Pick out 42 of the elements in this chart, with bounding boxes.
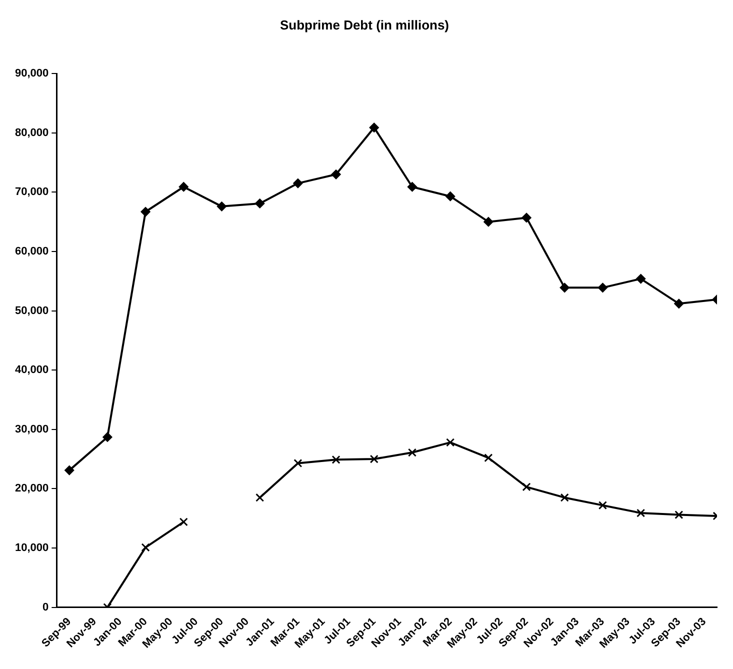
point (140, 207, 150, 217)
y-tick-label: 40,000 (14, 364, 49, 376)
point (598, 282, 608, 292)
point (522, 482, 531, 492)
point (294, 458, 302, 468)
point (331, 170, 341, 180)
point (255, 198, 265, 208)
point (369, 122, 379, 132)
point (636, 508, 646, 518)
point (256, 493, 264, 502)
point (332, 455, 340, 464)
point (560, 493, 569, 502)
point (674, 510, 684, 520)
point (408, 448, 417, 457)
y-tick-label: 50,000 (14, 304, 49, 317)
point (216, 202, 226, 212)
y-tick-label: 20,000 (14, 482, 49, 495)
point (636, 274, 646, 284)
point (178, 182, 188, 192)
point (560, 282, 570, 292)
point (407, 182, 417, 192)
point (598, 501, 607, 510)
point (370, 454, 378, 464)
point (179, 518, 188, 526)
y-tick-label: 0 (42, 601, 49, 614)
y-tick-label: 10,000 (14, 542, 49, 554)
point (446, 192, 456, 202)
point (484, 217, 494, 227)
point (522, 212, 532, 222)
point (293, 178, 303, 188)
y-tick-label: 80,000 (14, 126, 49, 139)
point (141, 543, 150, 552)
y-tick-label: 90,000 (14, 68, 49, 80)
point (674, 298, 684, 308)
point (64, 466, 74, 476)
point (484, 454, 493, 462)
y-tick-label: 70,000 (14, 186, 49, 198)
point (446, 438, 455, 447)
point (102, 432, 112, 442)
chart-title: Subprime Debt (in millions) (280, 17, 450, 32)
y-tick-label: 60,000 (14, 246, 49, 258)
y-tick-label: 30,000 (14, 423, 49, 436)
